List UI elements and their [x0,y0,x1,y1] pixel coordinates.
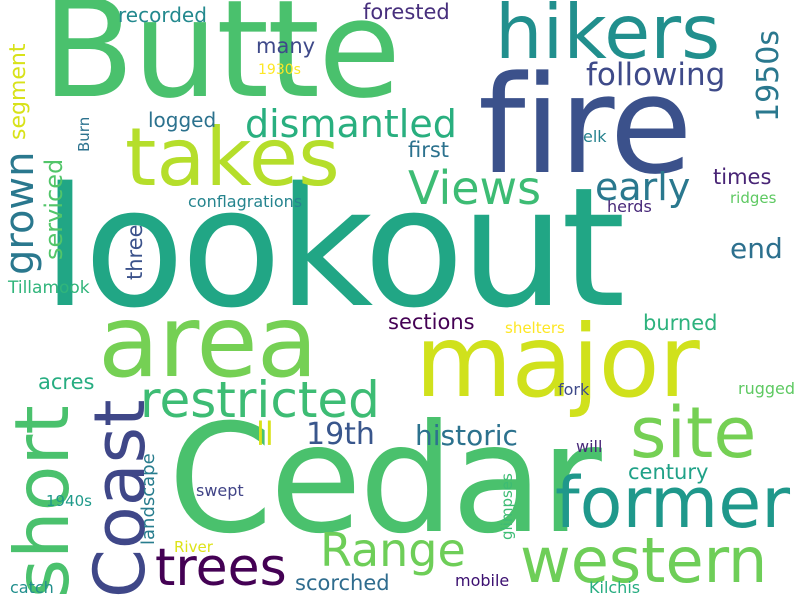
word-many: many [256,34,316,58]
word-acres: acres [38,370,95,394]
word-recorded: recorded [118,3,207,27]
word-butte: Butte [42,0,401,128]
word-kilchis: Kilchis [589,578,641,597]
word-early: early [595,165,691,209]
word-western: western [520,524,768,597]
word-forested: forested [363,0,450,24]
word-lookout: lookout [42,152,626,344]
word-sections: sections [388,310,475,334]
word-end: end [730,232,783,265]
word-grown: grown [0,151,43,276]
word-ll: ll [256,415,274,453]
word-range: Range [320,523,466,577]
word-serviced: serviced [40,158,68,260]
word-tillamook: Tillamook [8,278,90,298]
word-segment: segment [6,43,31,141]
word-burned: burned [643,311,718,335]
word-1930s: 1930s [258,62,301,78]
word-1940s: 1940s [46,492,92,510]
word-times: times [713,165,772,189]
word-historic: historic [415,419,518,452]
word-ridges: ridges [730,189,777,207]
word-herds: herds [607,197,652,216]
word-first: first [408,138,450,162]
word-landscape: landscape [138,453,159,545]
word-restricted: restricted [140,371,380,429]
word-cedar: Cedar [168,393,602,567]
word-rugged: rugged [738,379,796,398]
word-catch: catch [10,578,54,597]
word-trees: trees [155,538,287,598]
word-major: major [415,303,700,420]
word-scorched: scorched [295,571,390,595]
word-century: century [628,460,709,484]
word-swept: swept [196,481,244,500]
word-conflagrations: conflagrations [188,192,303,211]
word-fork: fork [558,380,590,399]
word-glimpses: glimpses [498,473,516,540]
word-following: following [586,57,726,93]
word-takes: takes [125,111,340,204]
word-mobile: mobile [455,571,510,590]
word-shelters: shelters [505,319,565,337]
word-views: Views [408,161,542,215]
word-site: site [630,392,757,474]
word-hikers: hikers [495,0,721,76]
word-1950s: 1950s [751,30,786,122]
word-area: area [98,283,318,400]
word-burn: Burn [75,116,93,152]
word-former: former [555,462,791,544]
word-logged: logged [148,108,217,132]
word-river: River [174,538,213,556]
word-will: will [576,437,603,456]
word-19th: 19th [306,417,375,452]
word-fire: fire [478,47,693,204]
word-dismantled: dismantled [245,102,457,146]
word-three: three [123,224,147,280]
word-elk: elk [583,127,607,146]
